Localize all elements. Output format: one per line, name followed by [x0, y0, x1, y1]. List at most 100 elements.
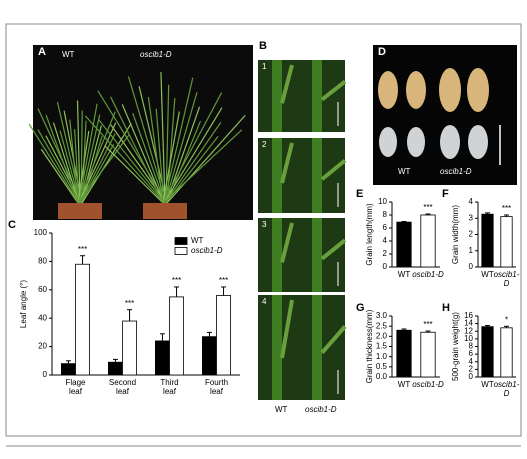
bar [420, 331, 436, 378]
tile-number: 1 [262, 62, 267, 71]
y-tick-label: 14 [464, 319, 473, 328]
y-tick-label: 1.5 [376, 342, 388, 351]
x-tick-label: oscib1-D [493, 380, 520, 398]
tile-number: 2 [262, 140, 267, 149]
leaf [78, 122, 117, 204]
y-tick-label: 3.0 [376, 311, 388, 320]
leaf [280, 222, 294, 263]
y-tick-label: 2.5 [376, 321, 388, 330]
leaf [79, 133, 116, 204]
x-tick-label: Third leaf [160, 378, 179, 396]
y-axis-label: Grain length(mm) [365, 203, 374, 266]
leaf [80, 143, 115, 204]
stem [272, 60, 282, 132]
leaf [45, 114, 79, 204]
bar [500, 327, 513, 378]
y-tick-label: 8 [469, 342, 474, 351]
leaf [160, 72, 166, 204]
grain [379, 127, 397, 157]
photo-label: oscib1-D [440, 167, 472, 176]
leaf [280, 64, 294, 104]
x-tick-label: WT [481, 380, 494, 389]
leaf [147, 96, 164, 204]
significance: *** [219, 276, 228, 285]
panel-letter: G [356, 302, 365, 314]
legend-swatch [174, 247, 188, 255]
leaf [121, 104, 165, 204]
panel-letter: D [378, 46, 386, 58]
y-tick-label: 2 [469, 230, 474, 239]
leaf [162, 129, 243, 204]
tile [258, 218, 345, 292]
pot [58, 203, 102, 219]
y-tick-label: 8 [383, 210, 388, 219]
leaf [84, 115, 165, 204]
leaf [166, 114, 246, 204]
y-tick-label: 2 [383, 249, 388, 258]
leaf [320, 325, 347, 355]
tile [258, 60, 345, 132]
y-axis-label: Grain thickness(mm) [365, 309, 374, 383]
leaf [155, 108, 165, 204]
photo-d [373, 45, 517, 185]
significance: * [505, 315, 508, 324]
leaf [56, 101, 82, 204]
y-tick-label: 0 [43, 370, 48, 379]
significance: *** [172, 276, 181, 285]
legend-label: WT [191, 236, 204, 245]
tile-number: 4 [262, 297, 267, 306]
grain [439, 68, 461, 112]
y-axis-label: Grain width(mm) [451, 205, 460, 264]
leaf [77, 133, 130, 204]
y-tick-label: 1 [469, 246, 474, 255]
y-tick-label: 12 [464, 326, 473, 335]
y-tick-label: 1.0 [376, 352, 388, 361]
leaf [162, 111, 180, 204]
leaf [76, 100, 81, 204]
tile [258, 138, 345, 213]
x-tick-label: oscib1-D [493, 270, 520, 288]
leaf [28, 123, 80, 204]
leaf [163, 77, 194, 204]
grain [440, 125, 460, 159]
bar [216, 295, 232, 376]
grain [467, 68, 489, 112]
y-axis-label: 500-grain weight(g) [451, 312, 460, 381]
leaf [40, 148, 79, 204]
y-tick-label: 0.5 [376, 362, 388, 371]
stem [312, 138, 322, 213]
leaf [77, 111, 116, 204]
bar [169, 296, 185, 376]
x-tick-label: oscib1-D [412, 270, 444, 279]
y-tick-label: 0 [383, 262, 388, 271]
bar [500, 216, 513, 268]
y-tick-label: 10 [464, 334, 473, 343]
y-tick-label: 2.0 [376, 331, 388, 340]
stem [312, 218, 322, 292]
y-tick-label: 100 [34, 228, 48, 237]
significance: *** [423, 203, 432, 212]
panel-letter: C [8, 219, 16, 231]
leaf [78, 103, 98, 204]
panel-letter: B [259, 40, 267, 52]
leaf [164, 122, 222, 204]
significance: *** [78, 245, 87, 254]
leaf [320, 158, 347, 181]
significance: *** [423, 320, 432, 329]
x-tick-label: WT [397, 380, 411, 389]
x-tick-label: Second leaf [108, 378, 137, 396]
significance: *** [125, 299, 134, 308]
photo-label: WT [62, 50, 75, 59]
photo-label: WT [275, 405, 288, 414]
bar [108, 361, 123, 376]
photo-label: WT [398, 167, 411, 176]
tile-number: 3 [262, 220, 267, 229]
stem [312, 295, 322, 400]
leaf [164, 92, 198, 204]
photo-b: 1 2 3 4 [258, 60, 347, 400]
leaf [320, 238, 347, 261]
y-tick-label: 3 [469, 213, 474, 222]
leaf [280, 299, 294, 359]
bar [396, 221, 412, 268]
